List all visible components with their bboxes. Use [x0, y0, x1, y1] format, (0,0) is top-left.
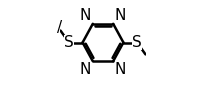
Text: N: N	[80, 62, 91, 77]
Text: S: S	[64, 35, 74, 50]
Text: S: S	[132, 35, 142, 50]
Text: N: N	[80, 8, 91, 23]
Text: /: /	[57, 20, 62, 35]
Text: N: N	[115, 8, 126, 23]
Text: N: N	[115, 62, 126, 77]
